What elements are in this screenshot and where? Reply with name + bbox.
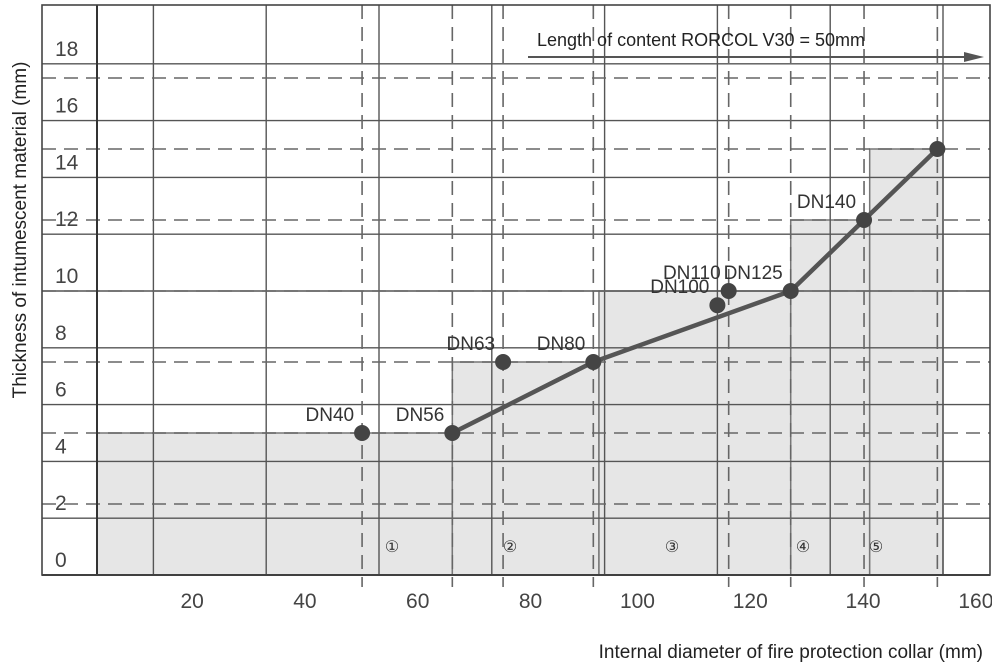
zone-label-2: ② <box>503 539 517 556</box>
y-tick-label: 4 <box>55 435 67 458</box>
point-dn100 <box>709 297 726 314</box>
x-tick-labels: 20 40 60 80 100 120 140 160 <box>180 590 992 613</box>
y-tick-label: 0 <box>55 549 67 572</box>
y-tick-labels: 0 2 4 6 8 10 12 14 16 18 <box>55 38 79 572</box>
y-tick-label: 16 <box>55 95 78 118</box>
x-axis-label: Internal diameter of fire protection col… <box>599 642 983 663</box>
point-dn80 <box>585 354 602 370</box>
axes <box>41 4 991 576</box>
series-group <box>354 141 946 441</box>
zone-label-5: ⑤ <box>869 539 883 556</box>
zone-label-1: ① <box>385 539 399 556</box>
x-tick-label: 40 <box>293 590 316 613</box>
x-tick-label: 80 <box>519 590 542 613</box>
y-tick-label: 12 <box>55 208 78 231</box>
zone-labels: ① ② ③ ④ ⑤ <box>385 539 883 556</box>
y-tick-label: 2 <box>55 492 67 515</box>
point-dn125-label: DN125 <box>724 263 783 284</box>
annotation-text: Length of content RORCOL V30 = 50mm <box>537 30 865 50</box>
point-dn110 <box>720 283 737 299</box>
point-dn80-label: DN80 <box>537 334 586 355</box>
zone-label-4: ④ <box>796 539 810 556</box>
y-tick-label: 10 <box>55 265 78 288</box>
y-tick-label: 8 <box>55 322 67 345</box>
zone-label-3: ③ <box>665 539 679 556</box>
x-tick-label: 60 <box>406 590 429 613</box>
point-dn40-label: DN40 <box>306 405 355 426</box>
y-axis-label: Thickness of intumescent material (mm) <box>10 62 31 399</box>
point-dn110-label: DN110 <box>663 263 721 284</box>
point-dn100-label: DN100 <box>650 277 709 298</box>
x-tick-label: 100 <box>620 590 655 613</box>
point-dn125 <box>782 283 799 299</box>
point-dn56 <box>444 425 461 441</box>
grid-lines <box>42 5 990 587</box>
point-dn140-label: DN140 <box>797 192 856 213</box>
annotation-arrowhead <box>964 52 984 62</box>
y-tick-label: 18 <box>55 38 78 61</box>
y-tick-label: 14 <box>55 151 79 174</box>
plot-frame <box>41 4 991 576</box>
point-dn56-label: DN56 <box>396 405 445 426</box>
x-tick-label: 20 <box>180 590 203 613</box>
point-dn140 <box>856 212 873 228</box>
point-dn63-label: DN63 <box>447 334 496 355</box>
x-tick-label: 140 <box>846 590 881 613</box>
x-tick-label: 120 <box>733 590 768 613</box>
point-dn63 <box>495 354 512 370</box>
y-tick-label: 6 <box>55 379 67 402</box>
point-dn40 <box>354 425 371 441</box>
series-endpoint <box>929 141 946 157</box>
x-tick-label: 160 <box>958 590 992 613</box>
